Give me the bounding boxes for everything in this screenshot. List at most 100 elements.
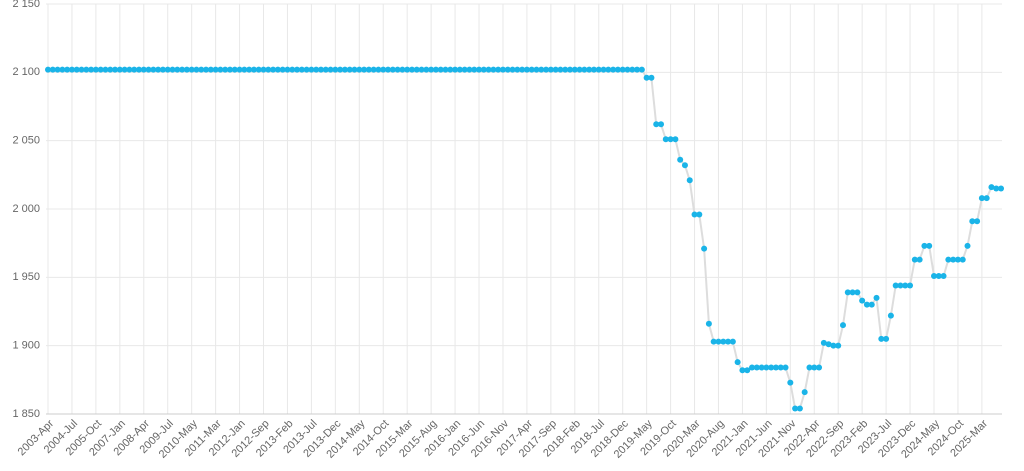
point [45,66,51,73]
point [777,364,784,371]
point [155,66,162,73]
point [825,341,832,348]
point [772,364,779,371]
point [437,66,444,73]
point [954,256,961,263]
point [538,66,545,73]
point [677,156,684,163]
point [207,66,214,73]
point [456,66,463,73]
point [327,66,334,73]
point [720,338,727,345]
y-tick-label: 2 000 [12,203,40,215]
point [859,297,866,304]
point [64,66,71,73]
point [188,66,195,73]
point [179,66,186,73]
point [365,66,372,73]
point [758,364,765,371]
point [811,364,818,371]
point [212,66,219,73]
point [59,66,66,73]
point [351,66,358,73]
point [983,195,990,202]
point [107,66,114,73]
point [873,294,880,301]
point [844,289,851,296]
point [250,66,257,73]
point [974,218,981,225]
point [313,66,320,73]
point [289,66,296,73]
point [121,66,128,73]
point [274,66,281,73]
point [557,66,564,73]
point [428,66,435,73]
point [672,136,679,143]
point [255,66,262,73]
point [380,66,387,73]
point [902,282,909,289]
point [203,66,210,73]
point [892,282,899,289]
point [260,66,267,73]
point [897,282,904,289]
point [193,66,200,73]
point [926,242,933,249]
point [964,242,971,249]
point [399,66,406,73]
point [701,245,708,252]
point [222,66,229,73]
point [705,320,712,327]
point [78,66,85,73]
point [361,66,368,73]
point [782,364,789,371]
point [341,66,348,73]
point [432,66,439,73]
point [509,66,516,73]
point [547,66,554,73]
point [878,335,885,342]
point [466,66,473,73]
point [236,66,243,73]
point [174,66,181,73]
point [279,66,286,73]
point [135,66,142,73]
point [801,389,808,396]
point [816,364,823,371]
point [921,242,928,249]
point [370,66,377,73]
point [768,364,775,371]
point [495,66,502,73]
point [164,66,171,73]
point [418,66,425,73]
point [183,66,190,73]
point [959,256,966,263]
point [246,66,253,73]
point [854,289,861,296]
point [499,66,506,73]
point [729,338,736,345]
point [586,66,593,73]
point [231,66,238,73]
point [978,195,985,202]
point [480,66,487,73]
point [614,66,621,73]
point [930,272,937,279]
point [423,66,430,73]
point [868,301,875,308]
point [284,66,291,73]
point [993,185,1000,192]
point [298,66,305,73]
point [159,66,166,73]
point [744,367,751,374]
point [787,379,794,386]
point [68,66,75,73]
point [528,66,535,73]
point [169,66,176,73]
point [605,66,612,73]
point [394,66,401,73]
point [523,66,530,73]
